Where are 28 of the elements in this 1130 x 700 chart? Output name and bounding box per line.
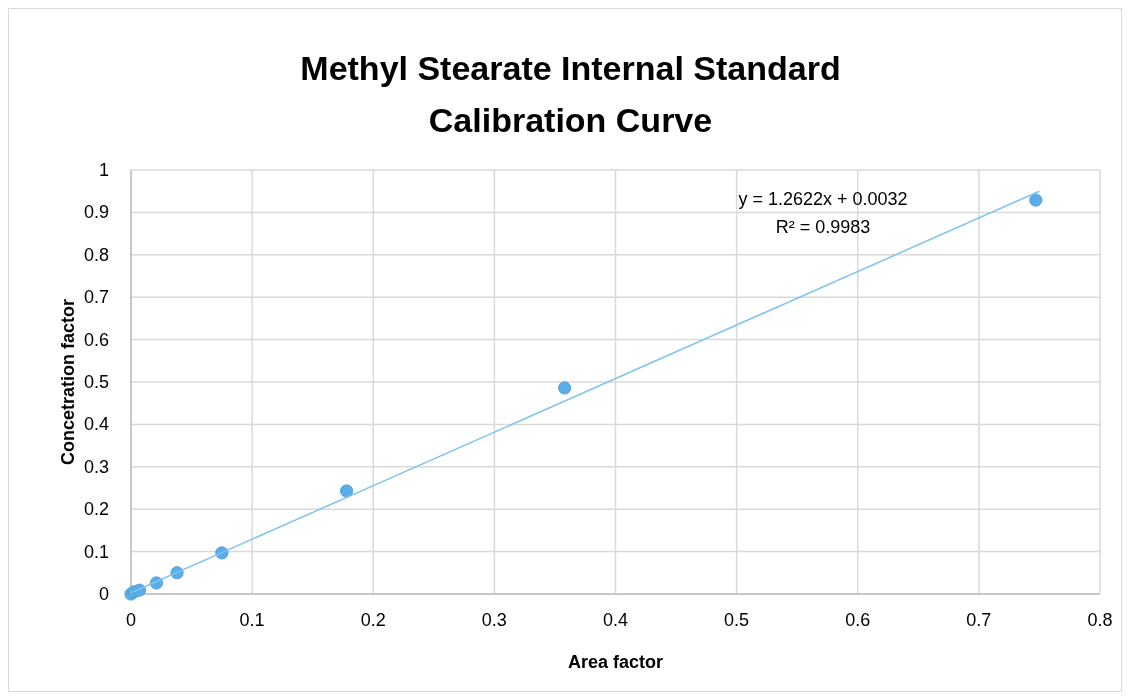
chart-title: Methyl Stearate Internal Standard Calibration Curve	[300, 49, 841, 139]
x-tick-label: 0.6	[845, 610, 871, 630]
x-tick-label: 0.5	[724, 610, 750, 630]
x-tick-label: 0.3	[481, 610, 507, 630]
x-tick-label: 0	[125, 610, 137, 630]
y-tick-label: 0.7	[83, 287, 109, 308]
y-tick-label: 1	[98, 160, 109, 180]
point	[1029, 193, 1043, 207]
y-axis-title: Concetration factor	[58, 298, 78, 466]
point	[340, 484, 354, 498]
annotation: y = 1.2622x + 0.0032	[738, 189, 908, 209]
y-tick-label: 0.8	[83, 244, 109, 265]
y-tick-label: 0.4	[83, 414, 109, 435]
y-tick-label: 0.3	[83, 456, 109, 477]
y-tick-label: 0	[98, 584, 109, 604]
x-tick-label: 0.4	[602, 610, 629, 630]
y-tick-label: 0.1	[83, 541, 109, 562]
x-tick-label: 0.2	[360, 610, 386, 630]
point	[558, 381, 572, 395]
y-tick-label: 0.6	[83, 329, 109, 350]
y-tick-label: 0.5	[83, 372, 109, 392]
y-tick-label: 0.9	[83, 202, 109, 223]
x-tick-label: 0.7	[966, 610, 992, 630]
y-tick-label: 0.2	[83, 499, 109, 520]
x-tick-label: 0.8	[1087, 610, 1113, 630]
x-axis-title: Area factor	[567, 652, 664, 672]
x-tick-label: 0.1	[239, 610, 265, 630]
annotation: R² = 0.9983	[775, 217, 871, 237]
